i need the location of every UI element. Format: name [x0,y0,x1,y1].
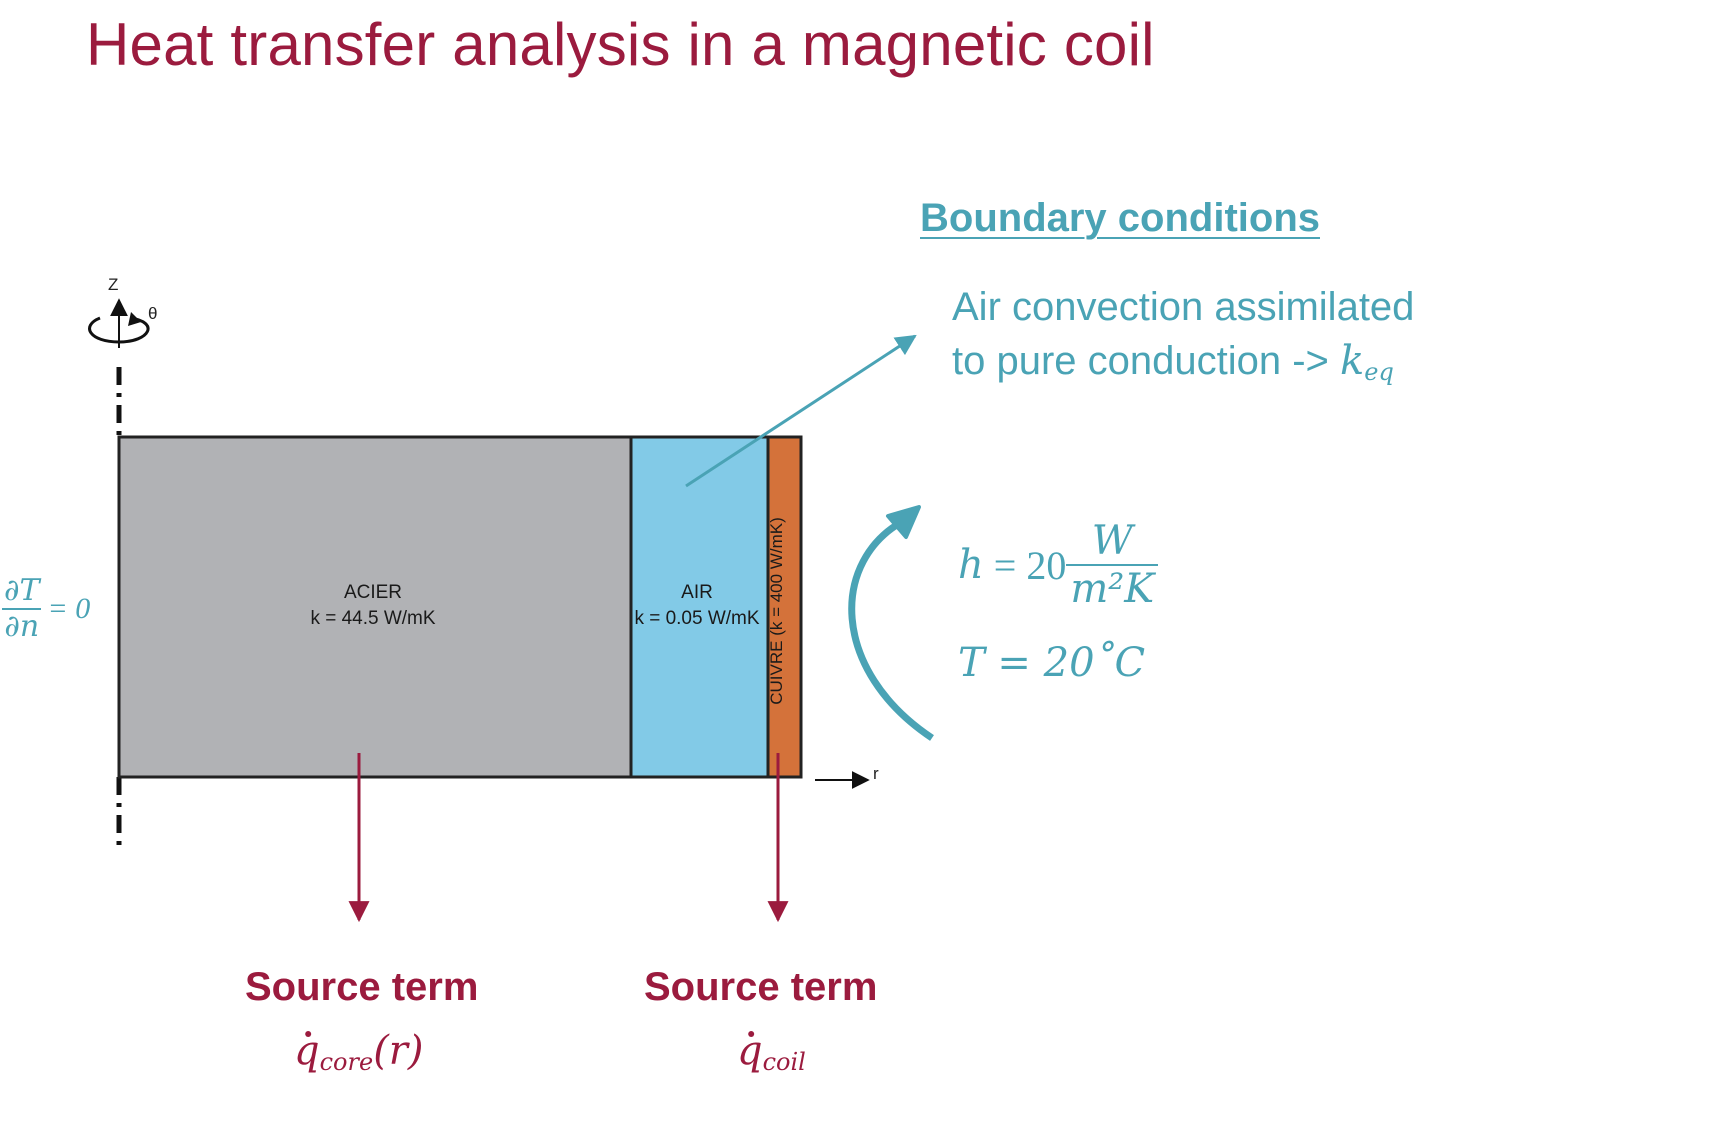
rotation-theta-icon [88,316,150,344]
core-argument: (r) [373,1028,424,1074]
cuivre-label: CUIVRE (k = 400 W/mK) [767,517,786,705]
neumann-denominator: ∂n [2,608,42,644]
q-dot-coil: q [737,1028,763,1074]
page-title: Heat transfer analysis in a magnetic coi… [86,11,1155,78]
region-acier [117,435,633,779]
convection-arrowhead [886,505,921,539]
neumann-fraction: ∂T ∂n [2,574,42,644]
acier-conductivity: k = 44.5 W/mK [310,608,436,629]
convection-text-line2-main: to pure conduction -> [952,339,1341,383]
h-value: = 20 [993,542,1067,588]
neumann-rhs: = 0 [47,592,91,625]
keq-subscript: eq [1364,358,1394,386]
z-axis-label: Z [108,275,119,294]
source-core-label: Source term [245,965,479,1009]
air-name: AIR [681,582,713,603]
h-symbol: h [958,542,984,588]
convection-text-line2: to pure conduction -> keq [952,338,1394,386]
source-core-symbol: qcore(r) [294,1028,424,1076]
theta-axis-label: θ [148,304,158,323]
region-cuivre [766,435,803,779]
core-subscript: core [319,1048,374,1076]
acier-label: ACIER k = 44.5 W/mK [258,580,488,632]
convection-curved-arrow [848,516,934,741]
h-unit-numerator: W [1091,518,1133,564]
ambient-temperature: T = 20˚C [958,640,1146,686]
air-label: AIR k = 0.05 W/mK [627,580,767,632]
boundary-conditions-heading: Boundary conditions [920,196,1320,240]
heat-transfer-coefficient: h = 20 W m²K [958,518,1159,612]
coil-subscript: coil [762,1048,806,1076]
h-unit-denominator: m²K [1066,564,1159,612]
h-unit: W m²K [1066,518,1159,612]
r-axis-label: r [873,764,879,783]
acier-name: ACIER [343,582,403,603]
convection-pointer-arrow [685,334,917,488]
source-coil-symbol: qcoil [737,1028,806,1076]
q-dot-core: q [294,1028,320,1074]
neumann-condition: ∂T ∂n = 0 [2,574,90,644]
neumann-numerator: ∂T [4,573,40,608]
source-coil-label: Source term [644,965,878,1009]
air-conductivity: k = 0.05 W/mK [634,608,760,629]
convection-text-line1: Air convection assimilated [952,285,1415,329]
keq-symbol: keq [1340,338,1394,386]
